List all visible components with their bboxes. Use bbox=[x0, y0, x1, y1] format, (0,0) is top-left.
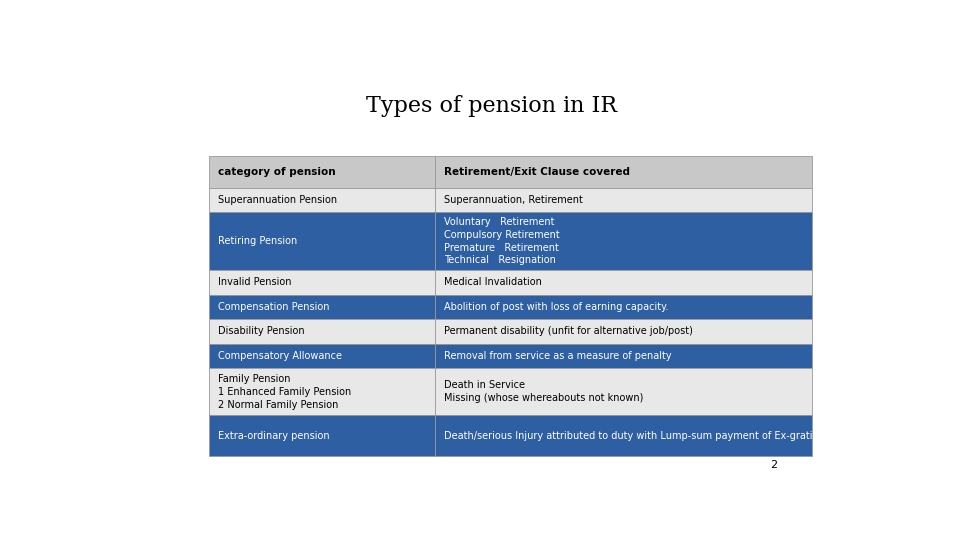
FancyBboxPatch shape bbox=[209, 343, 435, 368]
Text: Removal from service as a measure of penalty: Removal from service as a measure of pen… bbox=[444, 351, 672, 361]
Text: Compensation Pension: Compensation Pension bbox=[218, 302, 329, 312]
Text: Superannuation, Retirement: Superannuation, Retirement bbox=[444, 195, 583, 205]
FancyBboxPatch shape bbox=[209, 270, 435, 295]
FancyBboxPatch shape bbox=[209, 188, 435, 212]
FancyBboxPatch shape bbox=[435, 188, 812, 212]
FancyBboxPatch shape bbox=[209, 319, 435, 343]
FancyBboxPatch shape bbox=[435, 319, 812, 343]
Text: category of pension: category of pension bbox=[218, 167, 336, 177]
Text: Abolition of post with loss of earning capacity.: Abolition of post with loss of earning c… bbox=[444, 302, 669, 312]
FancyBboxPatch shape bbox=[435, 343, 812, 368]
FancyBboxPatch shape bbox=[435, 270, 812, 295]
Text: Compensatory Allowance: Compensatory Allowance bbox=[218, 351, 342, 361]
Text: Disability Pension: Disability Pension bbox=[218, 326, 305, 336]
Text: Superannuation Pension: Superannuation Pension bbox=[218, 195, 337, 205]
Text: Extra-ordinary pension: Extra-ordinary pension bbox=[218, 430, 330, 441]
FancyBboxPatch shape bbox=[435, 415, 812, 456]
Text: Voluntary   Retirement
Compulsory Retirement
Premature   Retirement
Technical   : Voluntary Retirement Compulsory Retireme… bbox=[444, 217, 560, 265]
Text: Medical Invalidation: Medical Invalidation bbox=[444, 278, 542, 287]
Text: 2: 2 bbox=[770, 460, 777, 470]
FancyBboxPatch shape bbox=[209, 415, 435, 456]
FancyBboxPatch shape bbox=[209, 156, 435, 188]
Text: Retiring Pension: Retiring Pension bbox=[218, 236, 298, 246]
FancyBboxPatch shape bbox=[435, 295, 812, 319]
FancyBboxPatch shape bbox=[209, 295, 435, 319]
FancyBboxPatch shape bbox=[435, 156, 812, 188]
Text: Permanent disability (unfit for alternative job/post): Permanent disability (unfit for alternat… bbox=[444, 326, 693, 336]
FancyBboxPatch shape bbox=[435, 368, 812, 415]
FancyBboxPatch shape bbox=[209, 368, 435, 415]
Text: Types of pension in IR: Types of pension in IR bbox=[367, 96, 617, 117]
Text: Invalid Pension: Invalid Pension bbox=[218, 278, 292, 287]
FancyBboxPatch shape bbox=[435, 212, 812, 270]
Text: Death/serious Injury attributed to duty with Lump-sum payment of Ex-gratia.: Death/serious Injury attributed to duty … bbox=[444, 430, 822, 441]
Text: Death in Service
Missing (whose whereabouts not known): Death in Service Missing (whose whereabo… bbox=[444, 380, 643, 403]
FancyBboxPatch shape bbox=[209, 212, 435, 270]
Text: Retirement/Exit Clause covered: Retirement/Exit Clause covered bbox=[444, 167, 630, 177]
Text: Family Pension
1 Enhanced Family Pension
2 Normal Family Pension: Family Pension 1 Enhanced Family Pension… bbox=[218, 374, 351, 409]
